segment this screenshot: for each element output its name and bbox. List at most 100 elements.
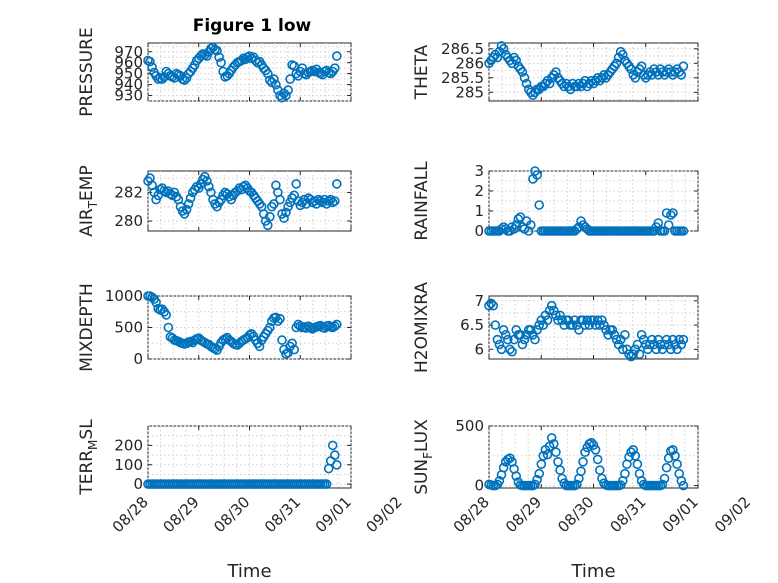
data-point (525, 220, 536, 230)
panel-rainfall: 0 1 2 3 RAINFALL (412, 161, 699, 241)
data-point (494, 475, 505, 486)
plot-area (147, 425, 352, 489)
data-point (496, 224, 507, 234)
data-point (548, 305, 559, 316)
data-point (624, 452, 634, 462)
y-axis-label: MIXDEPTH (77, 283, 97, 372)
y-tick-label: 1000 (105, 287, 143, 305)
y-tick-label: 100 (114, 456, 143, 474)
y-tick-label: 7 (474, 292, 484, 310)
data-point (517, 67, 528, 77)
data-point (668, 208, 678, 218)
data-point (291, 179, 302, 189)
data-point (273, 316, 283, 327)
data-point (161, 310, 172, 320)
y-axis-label: H2OMIXRA (412, 282, 432, 373)
data-point (567, 320, 578, 330)
data-point (601, 325, 611, 335)
panel-air_temp: 280 282 AIRTEMP (77, 165, 352, 237)
y-tick-label: 6 (474, 340, 484, 358)
data-point (578, 456, 588, 467)
data-point (670, 450, 680, 461)
data-point (617, 49, 628, 60)
y-tick-label: 0 (133, 475, 143, 493)
y-tick-label: 970 (114, 43, 143, 61)
data-point (636, 329, 647, 340)
data-point (498, 43, 509, 54)
data-point (264, 211, 275, 222)
data-point (202, 176, 212, 186)
data-point (678, 334, 689, 345)
data-point (672, 459, 682, 470)
data-point (275, 313, 285, 324)
data-point (216, 57, 226, 68)
x-tick-label: 08/29 (159, 493, 202, 536)
data-point (534, 320, 545, 330)
data-point (262, 68, 273, 79)
data-point (678, 61, 689, 71)
data-point (519, 334, 530, 345)
data-point (534, 468, 545, 479)
x-tick-label: 08/30 (554, 493, 597, 536)
x-tick-label: 08/28 (109, 493, 152, 536)
data-point (678, 226, 689, 236)
data-point (244, 51, 255, 61)
x-tick-label: 08/28 (450, 493, 493, 536)
data-point (588, 440, 599, 450)
data-point (163, 322, 174, 333)
data-point (594, 320, 605, 330)
data-point (609, 329, 620, 340)
x-tick-label: 08/31 (606, 493, 649, 536)
data-point (580, 320, 590, 330)
y-label-part: SUN (412, 459, 432, 495)
y-label-part: SL (77, 419, 97, 440)
y-tick-label: 500 (455, 417, 484, 435)
y-tick-label: 6.5 (460, 316, 484, 334)
data-point (555, 465, 565, 475)
data-point (490, 320, 501, 330)
data-point (534, 200, 545, 210)
data-point (551, 67, 561, 77)
x-axis-label: Time (570, 561, 615, 582)
x-tick-label: 09/01 (659, 493, 702, 536)
data-point (530, 334, 540, 345)
data-point (546, 300, 557, 311)
data-point (636, 61, 647, 71)
data-point (331, 179, 342, 189)
data-point (244, 330, 255, 340)
data-point (576, 466, 586, 477)
x-tick-label: 09/02 (362, 493, 405, 536)
data-point (289, 344, 300, 355)
data-point (617, 344, 628, 355)
data-point (592, 454, 603, 465)
y-tick-label: 500 (114, 319, 143, 337)
data-point (630, 73, 641, 83)
data-point (327, 197, 338, 208)
data-point (275, 194, 285, 205)
data-point (551, 447, 561, 458)
data-point (620, 468, 630, 479)
y-tick-label: 950 (114, 65, 143, 83)
data-point (523, 226, 534, 236)
data-point (183, 199, 194, 209)
data-point (530, 479, 540, 490)
data-point (329, 450, 340, 460)
data-point (271, 79, 281, 90)
data-point (151, 297, 161, 308)
data-point (327, 440, 338, 451)
data-point (634, 349, 645, 360)
y-tick-label: 286 (455, 54, 484, 72)
data-point (663, 220, 674, 230)
data-point (661, 334, 672, 345)
data-point (254, 341, 265, 352)
y-label-subscript: T (86, 200, 100, 209)
data-point (630, 450, 641, 461)
series-markers (143, 42, 342, 103)
figure-title: Figure 1 low (193, 16, 312, 36)
data-point (488, 300, 499, 311)
data-point (204, 181, 214, 192)
y-axis-label: AIRTEMP (77, 165, 100, 236)
data-point (507, 346, 517, 357)
